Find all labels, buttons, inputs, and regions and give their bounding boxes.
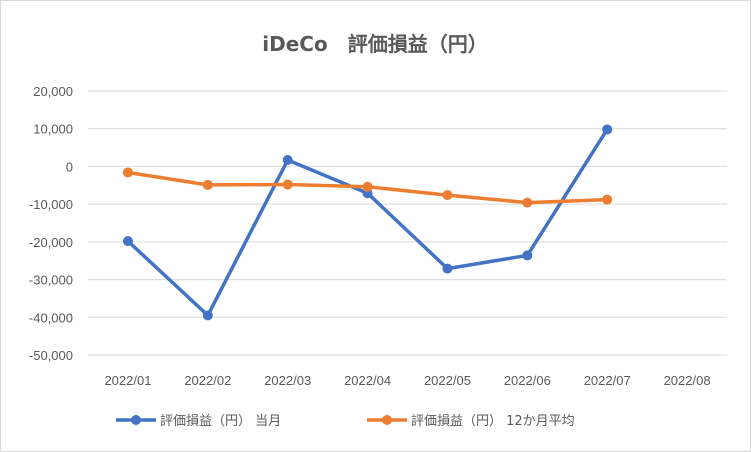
y-tick-label: 20,000	[33, 84, 73, 99]
y-tick-label: 0	[66, 159, 73, 174]
data-point	[442, 190, 453, 201]
series-1	[122, 124, 613, 321]
legend: 評価損益（円） 当月 評価損益（円） 12か月平均	[116, 414, 575, 429]
gridlines	[88, 90, 727, 356]
x-tick-label: 2022/01	[104, 373, 151, 388]
legend-item-2: 評価損益（円） 12か月平均	[367, 414, 575, 429]
x-tick-label: 2022/07	[584, 373, 631, 388]
data-point	[282, 155, 293, 166]
series-line	[126, 127, 609, 318]
x-axis: 2022/01 2022/02 2022/03 2022/04 2022/05 2022/…	[104, 373, 710, 388]
x-tick-label: 2022/03	[264, 373, 311, 388]
data-point	[122, 236, 133, 247]
x-tick-label: 2022/05	[424, 373, 471, 388]
x-tick-label: 2022/06	[504, 373, 551, 388]
data-point	[602, 124, 613, 135]
y-tick-label: -10,000	[29, 197, 73, 212]
data-point	[522, 250, 533, 261]
x-tick-label: 2022/04	[344, 373, 391, 388]
chart-title: iDeCo 評価損益（円）	[262, 32, 487, 56]
x-tick-label: 2022/08	[664, 373, 711, 388]
y-tick-label: 10,000	[33, 122, 73, 137]
legend-swatch-marker	[382, 415, 392, 425]
y-tick-label: -30,000	[29, 273, 73, 288]
series-2	[122, 167, 613, 208]
legend-label: 評価損益（円） 当月	[160, 414, 281, 429]
y-axis: 20,000 10,000 0 -10,000 -20,000 -30,000 -40,00…	[29, 84, 73, 363]
data-point	[202, 310, 213, 321]
y-tick-label: -40,000	[29, 310, 73, 325]
data-point	[362, 181, 373, 192]
legend-label: 評価損益（円） 12か月平均	[411, 414, 575, 429]
data-point	[202, 179, 213, 190]
series-group	[122, 124, 613, 321]
data-point	[602, 194, 613, 205]
y-tick-label: -50,000	[29, 348, 73, 363]
legend-swatch-marker	[131, 415, 141, 425]
data-point	[282, 179, 293, 190]
data-point	[122, 167, 133, 178]
x-tick-label: 2022/02	[184, 373, 231, 388]
y-tick-label: -20,000	[29, 235, 73, 250]
data-point	[522, 197, 533, 208]
data-point	[442, 263, 453, 274]
legend-item-1: 評価損益（円） 当月	[116, 414, 281, 429]
